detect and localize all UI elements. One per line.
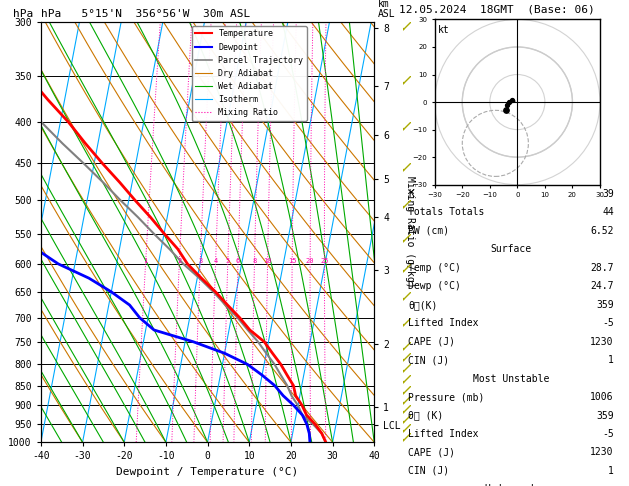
Text: CAPE (J): CAPE (J): [408, 448, 455, 457]
Text: Totals Totals: Totals Totals: [408, 208, 485, 217]
Text: kt: kt: [438, 25, 449, 35]
Text: Lifted Index: Lifted Index: [408, 429, 479, 439]
Text: hPa   5°15'N  356°56'W  30m ASL: hPa 5°15'N 356°56'W 30m ASL: [41, 9, 250, 19]
Y-axis label: Mixing Ratio (g/kg): Mixing Ratio (g/kg): [405, 176, 415, 288]
Text: Pressure (mb): Pressure (mb): [408, 392, 485, 402]
Text: Lifted Index: Lifted Index: [408, 318, 479, 328]
Text: 1: 1: [608, 466, 614, 476]
Text: 20: 20: [306, 258, 314, 264]
Text: θᴁ(K): θᴁ(K): [408, 300, 438, 310]
Text: 359: 359: [596, 411, 614, 420]
Legend: Temperature, Dewpoint, Parcel Trajectory, Dry Adiabat, Wet Adiabat, Isotherm, Mi: Temperature, Dewpoint, Parcel Trajectory…: [192, 26, 307, 121]
Text: 39: 39: [602, 189, 614, 199]
Text: PW (cm): PW (cm): [408, 226, 450, 236]
Text: θᴁ (K): θᴁ (K): [408, 411, 443, 420]
Point: [502, 102, 512, 109]
Text: CIN (J): CIN (J): [408, 355, 450, 365]
X-axis label: Dewpoint / Temperature (°C): Dewpoint / Temperature (°C): [116, 467, 299, 477]
Text: Most Unstable: Most Unstable: [473, 374, 549, 383]
Text: km
ASL: km ASL: [377, 0, 395, 19]
Text: 4: 4: [213, 258, 218, 264]
Text: Dewp (°C): Dewp (°C): [408, 281, 461, 291]
Text: K: K: [408, 189, 415, 199]
Text: 1006: 1006: [590, 392, 614, 402]
Text: 28.7: 28.7: [590, 263, 614, 273]
Point: [501, 106, 511, 114]
Text: CIN (J): CIN (J): [408, 466, 450, 476]
Text: CAPE (J): CAPE (J): [408, 337, 455, 347]
Text: 359: 359: [596, 300, 614, 310]
Point: [507, 96, 517, 104]
Text: 1230: 1230: [590, 448, 614, 457]
Text: 24.7: 24.7: [590, 281, 614, 291]
Text: hPa: hPa: [13, 9, 33, 19]
Text: 5: 5: [226, 258, 230, 264]
Text: 6.52: 6.52: [590, 226, 614, 236]
Text: 25: 25: [320, 258, 329, 264]
Text: 1: 1: [608, 355, 614, 365]
Text: -5: -5: [602, 318, 614, 328]
Text: 15: 15: [288, 258, 296, 264]
Text: 12.05.2024  18GMT  (Base: 06): 12.05.2024 18GMT (Base: 06): [399, 5, 595, 15]
Text: 44: 44: [602, 208, 614, 217]
Text: 8: 8: [252, 258, 257, 264]
Text: 10: 10: [264, 258, 272, 264]
Text: -5: -5: [602, 429, 614, 439]
Text: Surface: Surface: [491, 244, 532, 254]
Text: 2: 2: [177, 258, 181, 264]
Point: [504, 98, 514, 106]
Text: Temp (°C): Temp (°C): [408, 263, 461, 273]
Text: Hodograph: Hodograph: [484, 485, 538, 486]
Text: 6: 6: [236, 258, 240, 264]
Text: 3: 3: [198, 258, 203, 264]
Text: 1230: 1230: [590, 337, 614, 347]
Text: 1: 1: [143, 258, 148, 264]
